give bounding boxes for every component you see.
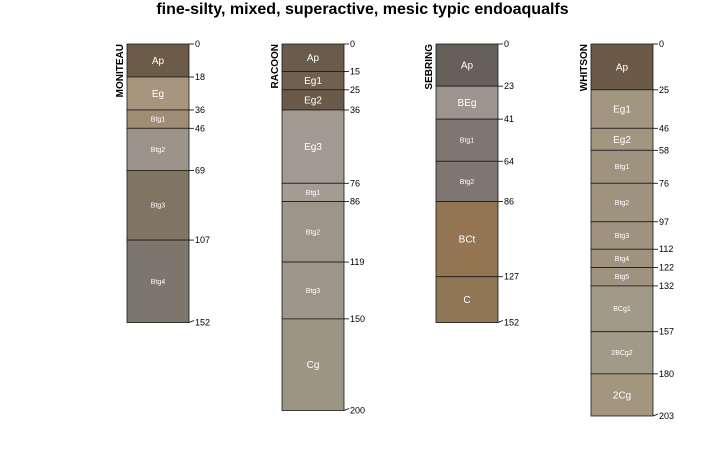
horizon-name-label: Btg2 [460,179,475,186]
horizon-bct [435,201,499,278]
horizon-name-label: Btg4 [615,256,630,263]
depth-label: 0 [504,39,509,49]
horizon-name-label: Eg2 [304,95,322,106]
depth-label: 86 [350,197,360,207]
horizon-name-label: Btg2 [306,229,321,236]
depth-label: 127 [504,272,519,282]
depth-label: 36 [195,105,205,115]
profile-name-label: MONITEAU [115,44,126,97]
depth-label: 46 [195,123,205,133]
horizon-name-label: Btg3 [306,288,321,295]
profile-name-label: WHITSON [579,44,590,91]
depth-label: 18 [195,72,205,82]
depth-label: 97 [659,217,669,227]
depth-label: 122 [659,263,674,273]
horizon-name-label: Btg1 [151,117,166,124]
horizon-name-label: Btg1 [306,190,321,197]
horizon-name-label: 2Cg [613,390,631,401]
horizon-cg [281,318,345,411]
horizon-name-label: 2BCg2 [611,350,633,357]
horizon-name-label: Btg1 [615,164,630,171]
horizon-name-label: Cg [307,360,320,371]
profile-name-label: RACOON [270,44,281,88]
depth-label: 86 [504,197,514,207]
horizon-2cg [590,373,654,417]
depth-label: 46 [659,123,669,133]
depth-label: 150 [350,314,365,324]
horizon-btg4 [126,239,190,323]
horizon-name-label: Btg2 [151,147,166,154]
horizon-name-label: BCt [459,235,476,246]
horizon-name-label: Ap [461,61,474,72]
horizon-name-label: Btg4 [151,279,166,286]
depth-tick [343,408,350,411]
depth-label: 200 [350,406,365,416]
horizon-name-label: Ap [307,53,320,64]
depth-label: 76 [350,178,360,188]
horizon-name-label: BEg [458,98,477,109]
profile-name-label: SEBRING [424,44,435,90]
depth-label: 132 [659,281,674,291]
profile-moniteau: MONITEAU Ap Eg Btg1 Btg2 Btg3 Btg4 0 18 36 46 69 107… [115,39,210,328]
horizon-name-label: Btg1 [460,138,475,145]
horizon-btg2 [281,201,345,263]
depth-label: 15 [350,66,360,76]
depth-label: 64 [504,156,514,166]
profile-sebring: SEBRING Ap BEg Btg1 Btg2 BCt C 0 23 41 64 86 127 152 [424,39,519,328]
horizon-name-label: Btg3 [615,233,630,240]
horizon-btg3 [590,221,654,250]
horizon-eg1 [590,89,654,129]
horizon-beg [435,85,499,120]
horizon-ap [590,43,654,91]
depth-label: 0 [195,39,200,49]
depth-label: 119 [350,257,364,267]
horizon-name-label: Ap [616,62,629,73]
horizon-btg1 [435,118,499,162]
depth-label: 0 [350,39,355,49]
depth-label: 25 [659,85,669,95]
horizon-name-label: Btg5 [615,274,630,281]
horizon-name-label: BCg1 [613,306,631,313]
diagram-title: fine-silty, mixed, superactive, mesic ty… [156,1,569,18]
profile-racoon: RACOON Ap Eg1 Eg2 Eg3 Btg1 Btg2 Btg3 Cg 0 15 25 36 76… [270,39,365,416]
horizon-c [435,276,499,323]
horizon-name-label: Ap [152,56,165,67]
depth-label: 152 [504,318,519,328]
depth-label: 203 [659,411,674,421]
depth-label: 23 [504,81,514,91]
horizon-ap [435,43,499,87]
horizon-name-label: Btg3 [151,203,166,210]
depth-label: 157 [659,327,674,337]
horizon-name-label: Eg1 [304,76,322,87]
profile-whitson: WHITSON Ap Eg1 Eg2 Btg1 Btg2 Btg3 Btg4 Btg5 BCg1 2… [579,39,674,421]
horizon-ap [126,43,190,78]
depth-label: 152 [195,318,210,328]
depth-label: 0 [659,39,664,49]
depth-tick [497,320,504,323]
depth-tick [652,413,659,417]
horizon-name-label: Eg1 [613,105,631,116]
horizon-name-label: Eg3 [304,142,322,153]
horizon-name-label: Btg2 [615,200,630,207]
horizon-btg2 [435,160,499,202]
depth-tick [188,320,195,323]
depth-label: 107 [195,235,210,245]
depth-label: 58 [659,145,669,155]
horizon-name-label: Eg [152,89,164,100]
depth-label: 69 [195,165,205,175]
horizon-btg1 [590,149,654,184]
horizon-name-label: C [463,295,470,306]
depth-label: 180 [659,369,674,379]
depth-label: 25 [350,85,360,95]
horizon-name-label: Eg2 [613,135,631,146]
depth-label: 41 [504,114,514,124]
depth-label: 76 [659,178,669,188]
horizon-btg3 [281,261,345,320]
depth-label: 36 [350,105,360,115]
depth-label: 112 [659,244,673,254]
